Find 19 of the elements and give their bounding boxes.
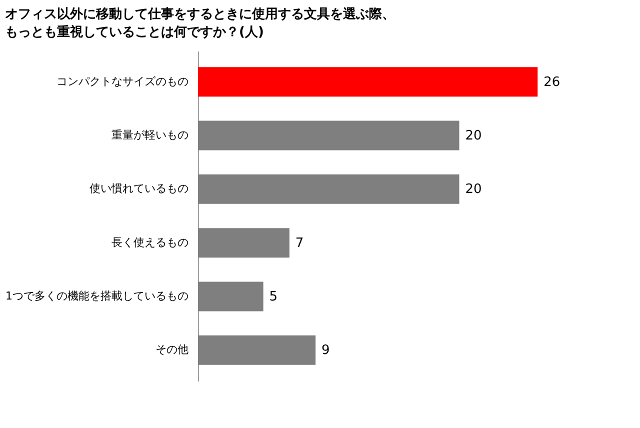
y-tick-label: 重量が軽いもの: [112, 128, 188, 142]
y-tick-label: 使い慣れているもの: [90, 182, 188, 196]
data-label: 7: [295, 236, 304, 251]
data-label: 20: [465, 182, 482, 198]
y-tick-label: その他: [156, 343, 188, 356]
bar: [198, 228, 290, 258]
bar: [198, 335, 316, 365]
bar: [198, 174, 460, 204]
bar: [198, 282, 264, 312]
data-label: 26: [544, 74, 560, 90]
y-tick-label: 1つで多くの機能を搭載しているもの: [6, 289, 188, 302]
data-label: 9: [322, 343, 330, 358]
y-tick-label: 長く使えるもの: [112, 236, 188, 249]
chart-title: オフィス以外に移動して仕事をするときに使用する文具を選ぶ際、もっとも重視していることは何ですか？(人): [5, 6, 395, 40]
bar: [198, 120, 460, 150]
data-label: 20: [465, 128, 482, 144]
bar: [198, 67, 538, 97]
y-tick-label: コンパクトなサイズのもの: [56, 74, 188, 88]
data-label: 5: [269, 289, 278, 304]
